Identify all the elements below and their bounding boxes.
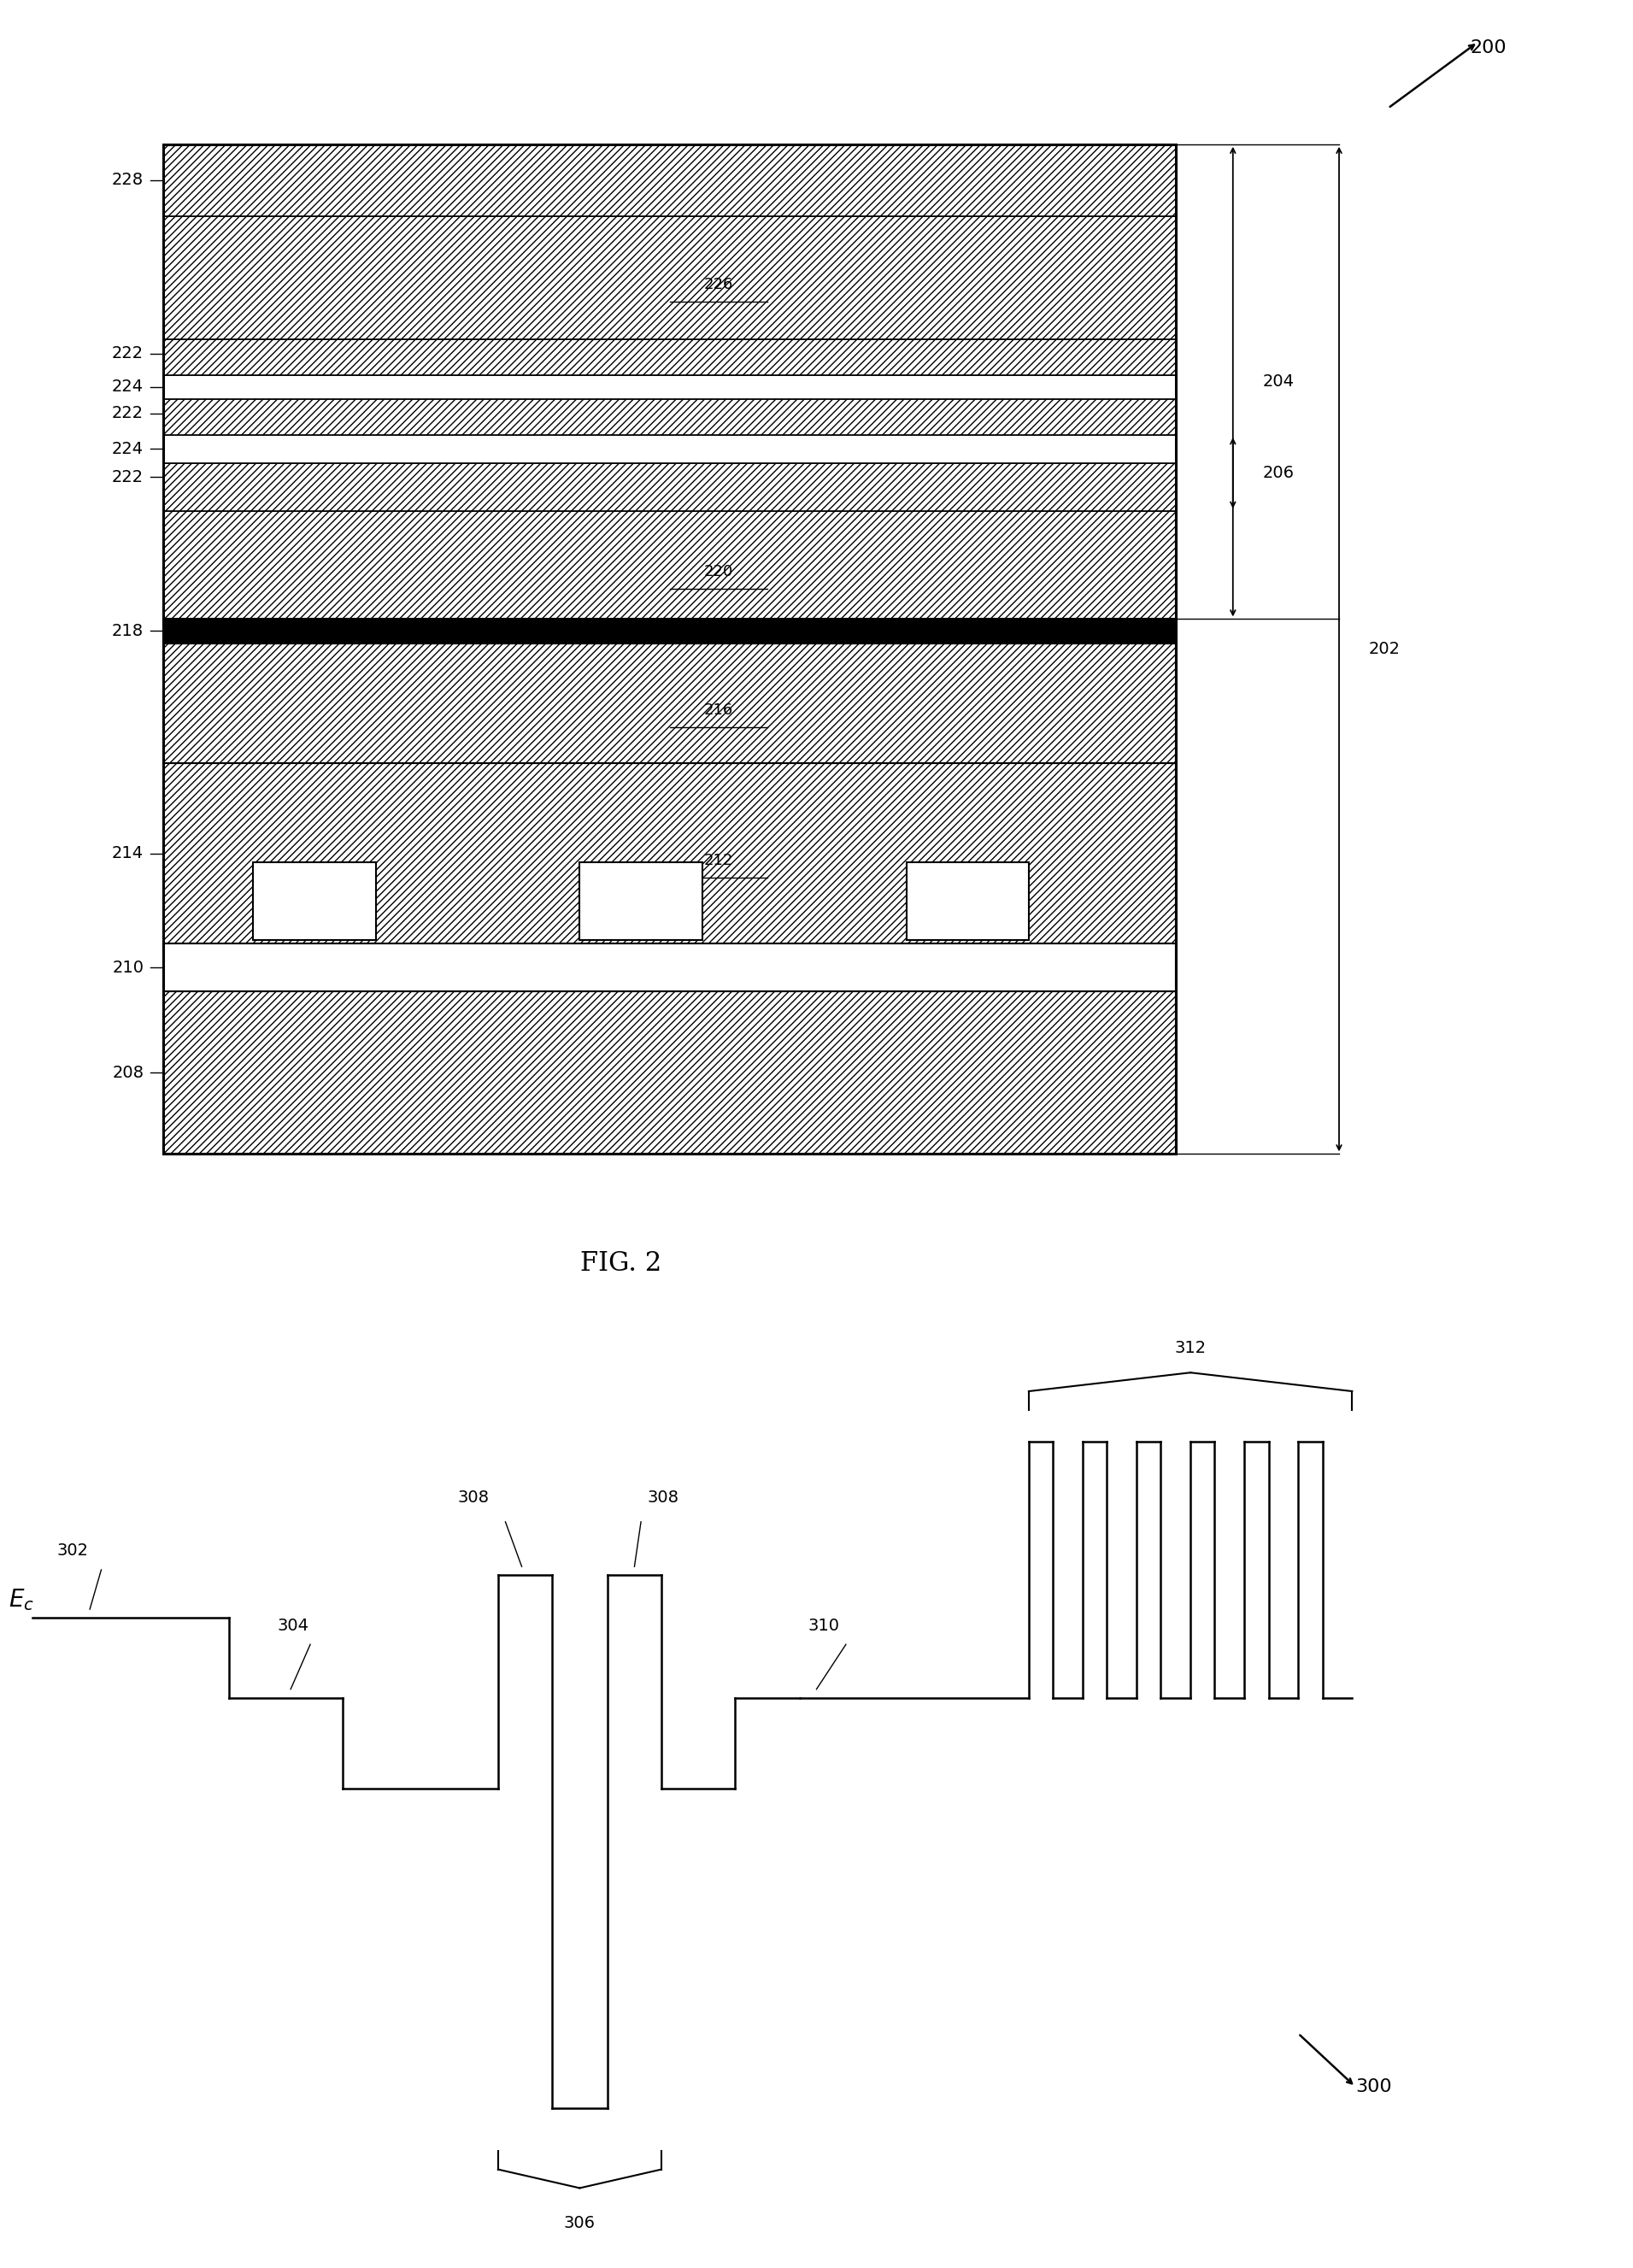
Text: 304: 304 (278, 1617, 309, 1633)
Text: 214: 214 (113, 846, 144, 862)
Text: 210: 210 (113, 959, 144, 975)
Text: 300: 300 (1355, 2077, 1391, 2096)
Bar (163, 338, 1176, 374)
Text: 212: 212 (704, 853, 733, 869)
Bar (163, 463, 1176, 510)
Bar (163, 764, 1176, 943)
Text: 228: 228 (113, 172, 144, 188)
Text: 204: 204 (1262, 374, 1293, 390)
Text: 208: 208 (113, 1064, 144, 1082)
Text: 308: 308 (457, 1490, 490, 1506)
Text: $E_c$: $E_c$ (8, 1588, 34, 1613)
Text: FIG. 2: FIG. 2 (580, 1250, 661, 1277)
Text: 226: 226 (704, 277, 733, 293)
Text: 312: 312 (1174, 1340, 1207, 1356)
Bar (163, 619, 1176, 644)
Text: 310: 310 (808, 1617, 839, 1633)
Text: 306: 306 (563, 2214, 596, 2232)
Bar (163, 510, 1176, 619)
Text: 222: 222 (113, 345, 144, 361)
Bar (163, 644, 1176, 764)
Bar (163, 374, 1176, 399)
Bar (163, 399, 1176, 435)
Text: 206: 206 (1262, 465, 1293, 481)
Text: 220: 220 (704, 565, 733, 578)
Bar (163, 145, 1176, 215)
Text: 224: 224 (113, 440, 144, 458)
Bar (163, 943, 1176, 991)
Bar (163, 215, 1176, 338)
Bar (906, 862, 1029, 939)
Text: 202: 202 (1368, 642, 1399, 658)
Text: 308: 308 (648, 1490, 679, 1506)
Bar (163, 991, 1176, 1154)
Text: 216: 216 (704, 703, 733, 717)
Text: 218: 218 (113, 624, 144, 640)
Bar (253, 862, 376, 939)
Text: 224: 224 (113, 379, 144, 395)
Text: 222: 222 (113, 406, 144, 422)
Bar (580, 862, 702, 939)
Text: 302: 302 (57, 1542, 88, 1558)
Bar (163, 435, 1176, 463)
Text: 200: 200 (1470, 39, 1506, 57)
Text: 222: 222 (113, 469, 144, 485)
Bar (163, 145, 1176, 1154)
